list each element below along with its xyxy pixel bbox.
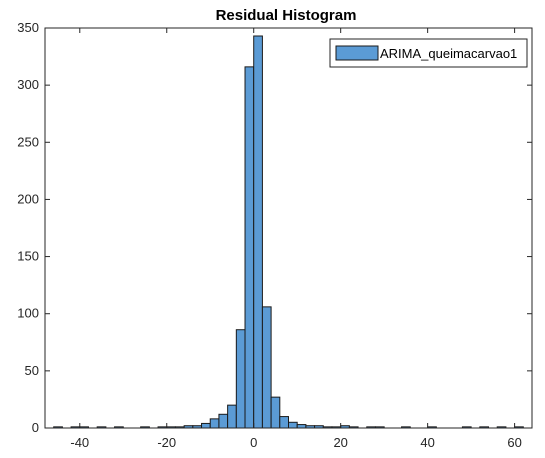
histogram-bar (253, 35, 263, 429)
histogram-bar (227, 404, 237, 429)
histogram-bar (296, 424, 307, 429)
histogram-bar (209, 418, 220, 429)
legend-label: ARIMA_queimacarvao1 (380, 46, 517, 61)
y-tick-label: 50 (25, 363, 39, 378)
y-tick-label: 300 (17, 77, 39, 92)
x-tick-label: -20 (157, 435, 176, 450)
y-tick-label: 150 (17, 249, 39, 264)
histogram-bar (270, 396, 281, 429)
x-tick-label: 0 (250, 435, 257, 450)
legend[interactable]: ARIMA_queimacarvao1 (329, 38, 528, 68)
x-tick-label: -40 (70, 435, 89, 450)
y-tick-label: 350 (17, 20, 39, 35)
histogram-bar (279, 416, 289, 429)
y-tick-label: 0 (32, 420, 39, 435)
y-axis: 0 50 100 150 200 250 300 350 (17, 20, 532, 435)
histogram-bar (288, 421, 298, 429)
y-tick-label: 100 (17, 306, 39, 321)
chart-title: Residual Histogram (216, 7, 357, 24)
histogram-bar (218, 413, 229, 429)
y-tick-label: 200 (17, 191, 39, 206)
x-tick-label: 40 (420, 435, 434, 450)
histogram-bar (235, 329, 246, 429)
y-tick-label: 250 (17, 134, 39, 149)
histogram-bar (261, 306, 272, 429)
legend-swatch (335, 45, 379, 61)
plot-area-frame (44, 27, 533, 429)
x-axis: -40 -20 0 20 40 60 (70, 28, 522, 450)
x-tick-label: 60 (507, 435, 521, 450)
x-tick-label: 20 (333, 435, 347, 450)
histogram-bars (53, 35, 524, 429)
histogram-bar (201, 422, 211, 429)
histogram-bar (244, 66, 255, 429)
